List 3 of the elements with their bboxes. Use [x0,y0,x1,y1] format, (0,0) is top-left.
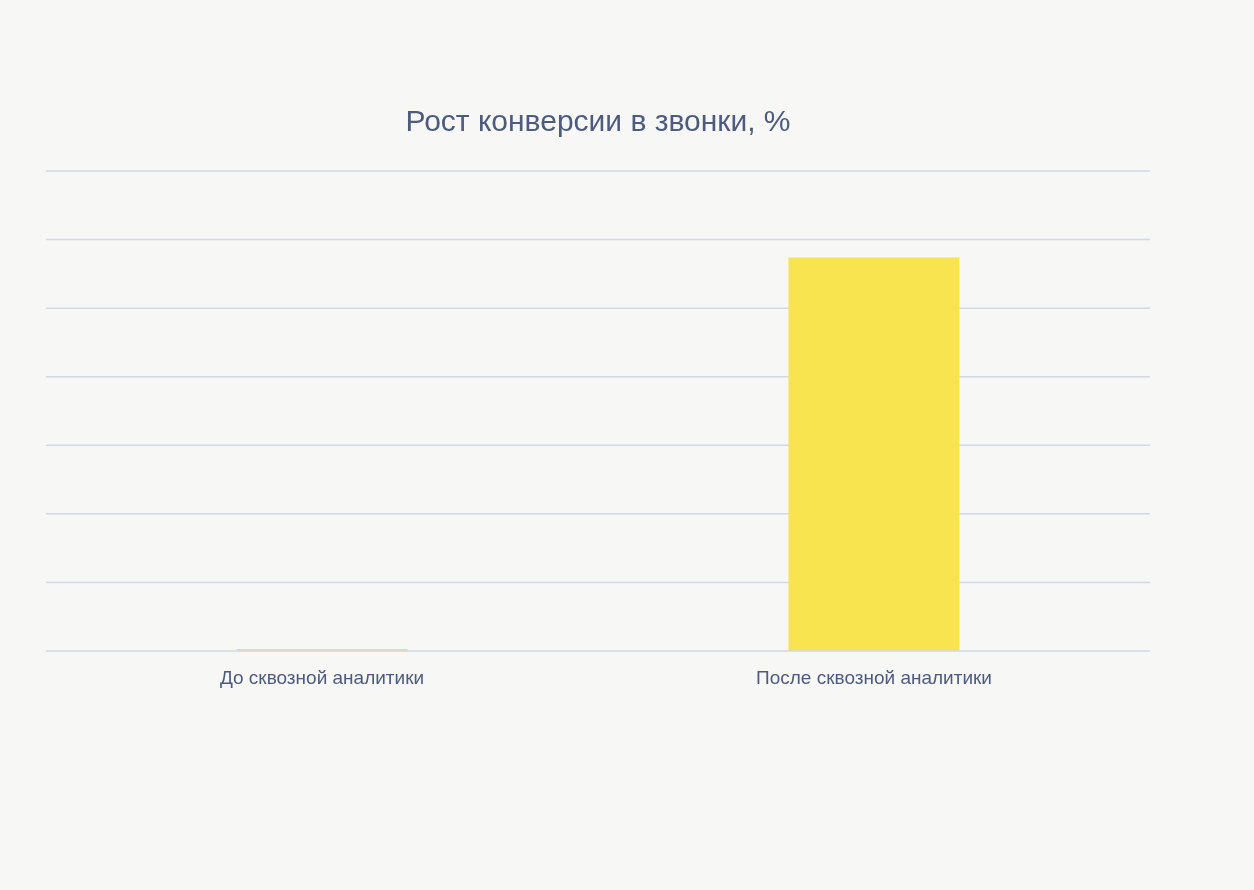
x-tick-label: После сквозной аналитики [756,667,992,689]
chart-title: Рост конверсии в звонки, % [404,104,792,138]
x-tick-label: До сквозной аналитики [219,667,425,689]
